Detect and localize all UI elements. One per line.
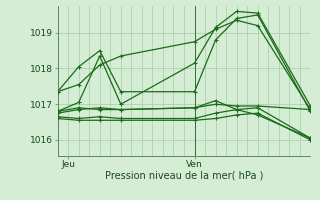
X-axis label: Pression niveau de la mer( hPa ): Pression niveau de la mer( hPa ) [105,171,263,181]
